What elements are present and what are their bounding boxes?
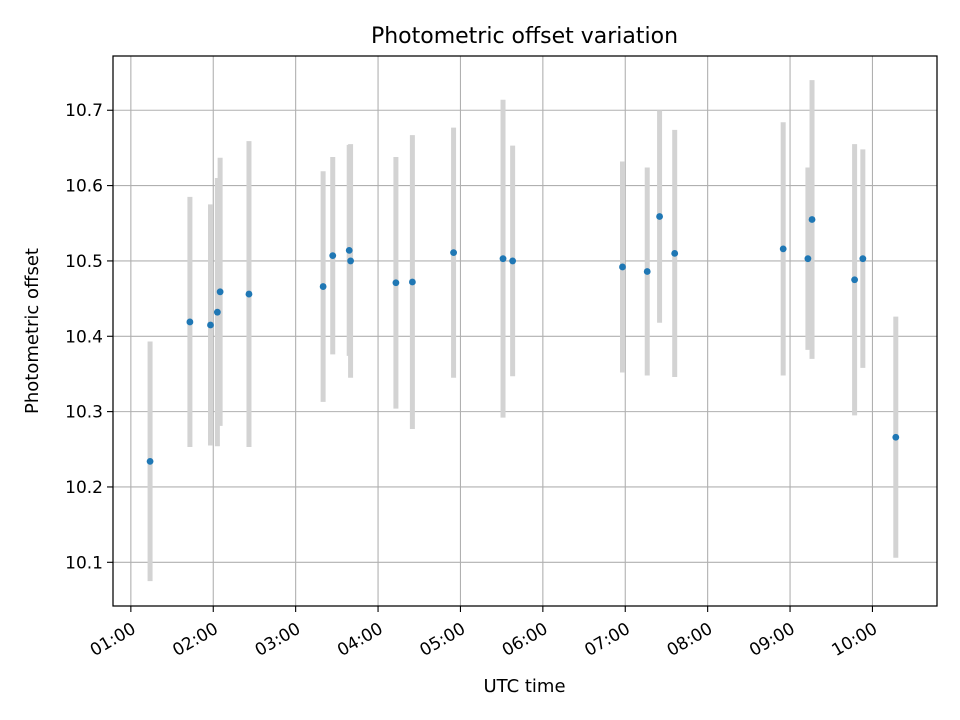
- data-point: [146, 457, 154, 465]
- data-point: [851, 276, 858, 284]
- data-point: [509, 257, 517, 265]
- data-point: [808, 216, 816, 223]
- data-point: [892, 433, 900, 441]
- data-point: [643, 268, 651, 275]
- x-axis-label: UTC time: [483, 676, 565, 697]
- data-point: [207, 321, 214, 329]
- data-point: [656, 213, 663, 220]
- data-point: [186, 318, 194, 326]
- chart-title: Photometric offset variation: [371, 24, 678, 49]
- data-point: [392, 279, 400, 287]
- data-point: [859, 255, 867, 263]
- y-tick-label: 10.4: [65, 327, 103, 347]
- y-axis-label: Photometric offset: [22, 248, 43, 414]
- y-tick-label: 10.1: [65, 553, 103, 573]
- data-point: [408, 278, 416, 286]
- y-tick-label: 10.5: [65, 252, 103, 272]
- data-point: [216, 288, 224, 296]
- data-point: [345, 246, 353, 254]
- grid-lines: [113, 56, 937, 606]
- data-point: [245, 290, 253, 298]
- data-point: [213, 308, 221, 316]
- data-point: [779, 245, 787, 253]
- y-tick-label: 10.2: [65, 478, 103, 498]
- plot-area-frame: [112, 55, 938, 607]
- y-axis-ticks: 10.1 10.2 10.3 10.4 10.5 10.6 10.7: [65, 101, 113, 573]
- data-point: [329, 252, 337, 260]
- data-points: [146, 213, 900, 465]
- data-point: [619, 263, 626, 271]
- y-tick-label: 10.7: [65, 101, 103, 121]
- data-point: [499, 255, 507, 263]
- y-tick-label: 10.3: [65, 403, 103, 423]
- y-tick-label: 10.6: [65, 177, 103, 197]
- data-point: [671, 249, 679, 257]
- data-point: [804, 255, 812, 263]
- data-point: [319, 283, 327, 290]
- data-point: [347, 257, 354, 265]
- data-point: [450, 249, 457, 257]
